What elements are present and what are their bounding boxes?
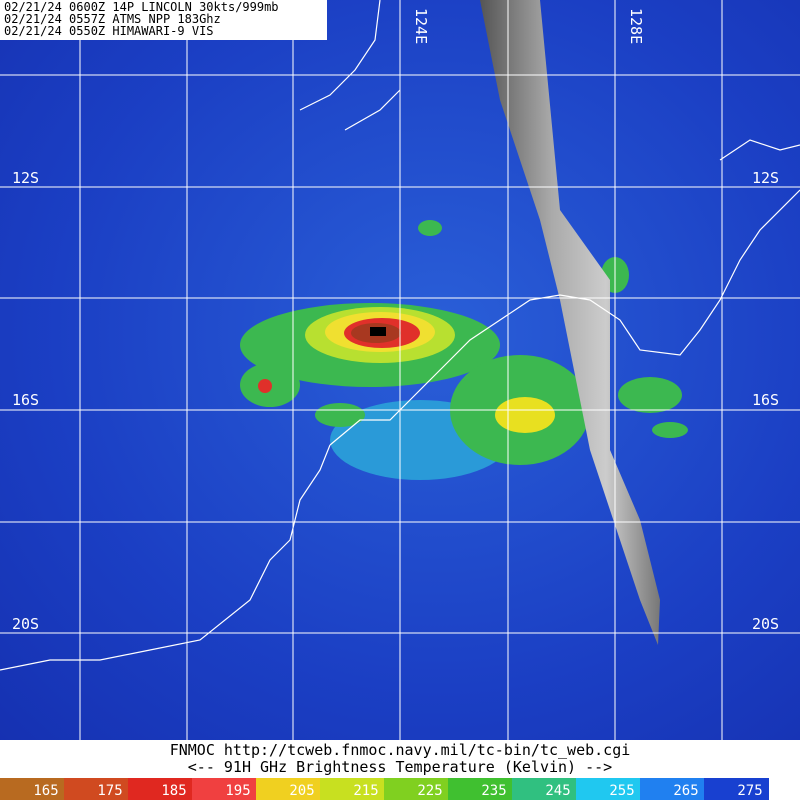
lat-label: 12S [752,169,779,187]
grid [0,0,800,740]
colorbar-label: 195 [225,783,250,799]
colorbar-label: 205 [289,783,314,799]
colorbar-label: 185 [161,783,186,799]
colorbar: 165 175 185 195 205 215 225 235 245 255 265 275 [0,778,769,800]
footer-line: <-- 91H GHz Brightness Temperature (Kelv… [188,758,612,776]
colorbar-swatch [256,778,321,800]
colorbar-swatch [192,778,257,800]
colorbar-swatch [704,778,769,800]
colorbar-label: 235 [481,783,506,799]
precip-blobs [240,220,688,480]
header-line: 02/21/24 0557Z ATMS NPP 183Ghz [4,12,221,26]
colorbar-label: 165 [33,783,58,799]
colorbar-label: 265 [673,783,698,799]
colorbar-swatch [640,778,705,800]
footer-line: FNMOC http://tcweb.fnmoc.navy.mil/tc-bin… [170,741,631,759]
coastline [0,0,800,670]
colorbar-label: 255 [609,783,634,799]
colorbar-swatch [384,778,449,800]
colorbar-label: 175 [97,783,122,799]
colorbar-swatch [320,778,385,800]
colorbar-swatch [512,778,577,800]
colorbar-swatch [0,778,65,800]
colorbar-swatch [448,778,513,800]
header-line: 02/21/24 0550Z HIMAWARI-9 VIS [4,24,214,38]
lon-label: 128E [627,8,645,44]
colorbar-label: 275 [737,783,762,799]
lat-label: 12S [12,169,39,187]
lon-label: 124E [412,8,430,44]
colorbar-label: 215 [353,783,378,799]
colorbar-swatch [64,778,129,800]
colorbar-swatch [576,778,641,800]
lat-label: 20S [12,615,39,633]
header-line: 02/21/24 0600Z 14P LINCOLN 30kts/999mb [4,0,279,14]
lat-label: 20S [752,615,779,633]
lat-label: 16S [752,391,779,409]
colorbar-swatch [128,778,193,800]
colorbar-label: 225 [417,783,442,799]
lat-label: 16S [12,391,39,409]
colorbar-label: 245 [545,783,570,799]
header-box [0,0,327,40]
labels: 02/21/24 0600Z 14P LINCOLN 30kts/999mb02… [4,0,779,776]
footer-box [0,740,800,778]
